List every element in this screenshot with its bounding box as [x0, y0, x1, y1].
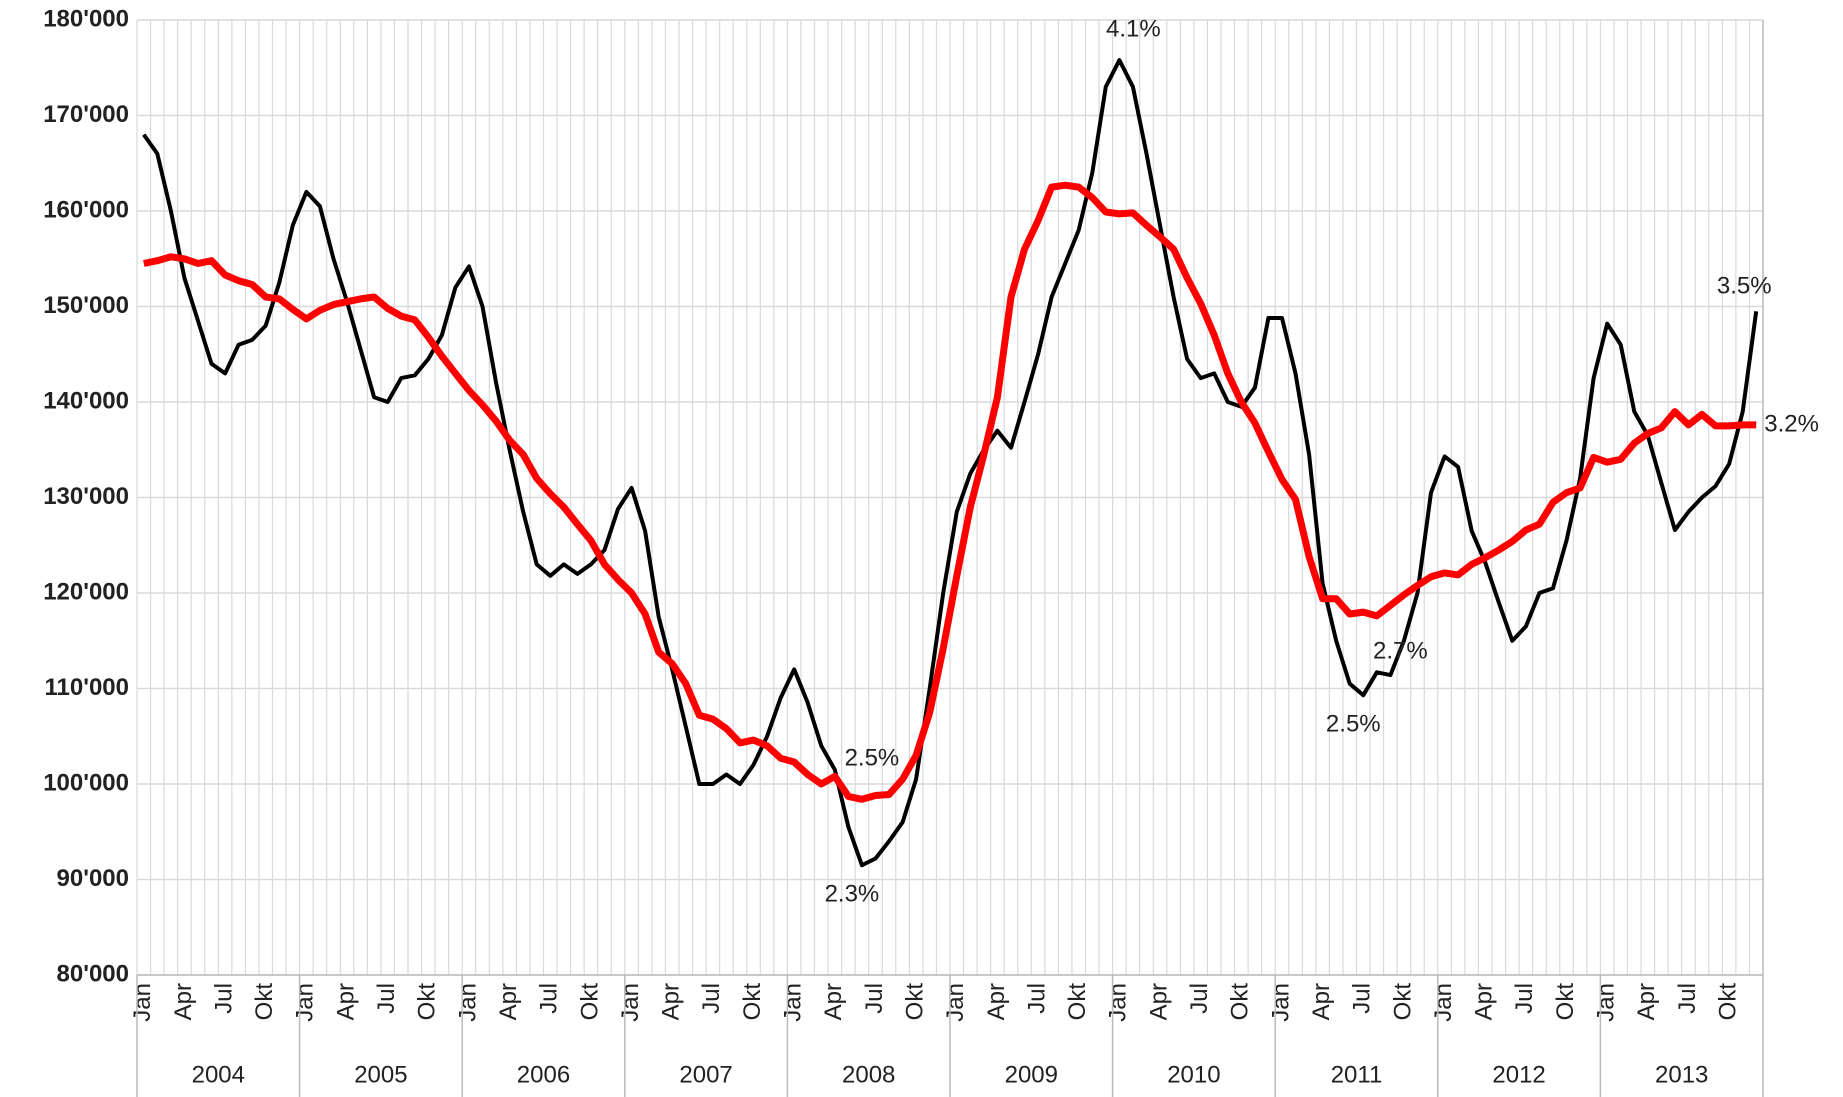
x-tick-label: Okt — [1552, 983, 1579, 1021]
annotation: 2.7% — [1373, 637, 1428, 664]
annotation: 3.5% — [1717, 273, 1772, 300]
x-tick-label: Jul — [1023, 983, 1050, 1014]
series-line — [142, 58, 1759, 868]
x-tick-label: Jan — [1267, 983, 1294, 1022]
group-label: 2009 — [1005, 1061, 1058, 1088]
annotation: 2.5% — [845, 745, 900, 772]
group-label: 2008 — [842, 1061, 895, 1088]
group-label: 2005 — [354, 1061, 407, 1088]
x-tick-label: Apr — [495, 983, 522, 1020]
group-label: 2012 — [1492, 1061, 1545, 1088]
x-tick-label: Apr — [658, 983, 685, 1020]
x-tick-label: Okt — [1389, 983, 1416, 1021]
x-tick-label: Jan — [780, 983, 807, 1022]
x-tick-label: Okt — [251, 983, 278, 1021]
y-tick-label: 80'000 — [57, 960, 129, 987]
x-tick-label: Jan — [1430, 983, 1457, 1022]
annotation: 2.5% — [1326, 711, 1381, 738]
group-label: 2010 — [1167, 1061, 1220, 1088]
y-tick-label: 180'000 — [43, 5, 129, 32]
x-tick-label: Jul — [861, 983, 888, 1014]
x-tick-label: Jul — [536, 983, 563, 1014]
x-tick-label: Jan — [617, 983, 644, 1022]
x-tick-label: Okt — [1227, 983, 1254, 1021]
x-tick-label: Jul — [1186, 983, 1213, 1014]
x-tick-label: Jul — [1674, 983, 1701, 1014]
y-tick-label: 90'000 — [57, 865, 129, 892]
x-tick-label: Jan — [292, 983, 319, 1022]
x-tick-label: Apr — [1145, 983, 1172, 1020]
y-tick-label: 110'000 — [45, 674, 129, 701]
x-tick-label: Jan — [1105, 983, 1132, 1022]
x-tick-label: Apr — [1633, 983, 1660, 1020]
x-tick-label: Jul — [1349, 983, 1376, 1014]
x-tick-label: Apr — [1471, 983, 1498, 1020]
x-tick-label: Jan — [942, 983, 969, 1022]
x-tick-label: Apr — [820, 983, 847, 1020]
y-tick-label: 100'000 — [43, 769, 129, 796]
y-tick-label: 160'000 — [43, 196, 129, 223]
x-tick-label: Jul — [698, 983, 725, 1014]
annotation: 4.1% — [1106, 15, 1161, 42]
series-line — [143, 181, 1757, 803]
x-tick-label: Apr — [332, 983, 359, 1020]
x-tick-label: Apr — [170, 983, 197, 1020]
x-tick-label: Okt — [739, 983, 766, 1021]
x-tick-label: Okt — [901, 983, 928, 1021]
y-tick-label: 120'000 — [43, 578, 129, 605]
y-tick-label: 150'000 — [43, 292, 129, 319]
group-label: 2007 — [679, 1061, 732, 1088]
x-tick-label: Jul — [210, 983, 237, 1014]
annotation: 2.3% — [825, 881, 880, 908]
x-tick-label: Jan — [454, 983, 481, 1022]
group-label: 2013 — [1655, 1061, 1708, 1088]
x-tick-label: Okt — [414, 983, 441, 1021]
x-tick-label: Jul — [373, 983, 400, 1014]
y-tick-label: 140'000 — [43, 387, 129, 414]
group-label: 2011 — [1331, 1061, 1383, 1088]
x-tick-label: Jan — [1593, 983, 1620, 1022]
x-tick-label: Jan — [129, 983, 156, 1022]
x-tick-label: Apr — [983, 983, 1010, 1020]
x-tick-label: Jul — [1511, 983, 1538, 1014]
group-label: 2004 — [192, 1061, 245, 1088]
annotation: 3.2% — [1764, 410, 1819, 437]
x-tick-label: Okt — [1064, 983, 1091, 1021]
y-tick-label: 170'000 — [43, 101, 129, 128]
x-tick-label: Apr — [1308, 983, 1335, 1020]
x-tick-label: Okt — [576, 983, 603, 1021]
group-label: 2006 — [517, 1061, 570, 1088]
x-tick-label: Okt — [1714, 983, 1741, 1021]
y-tick-label: 130'000 — [43, 483, 129, 510]
